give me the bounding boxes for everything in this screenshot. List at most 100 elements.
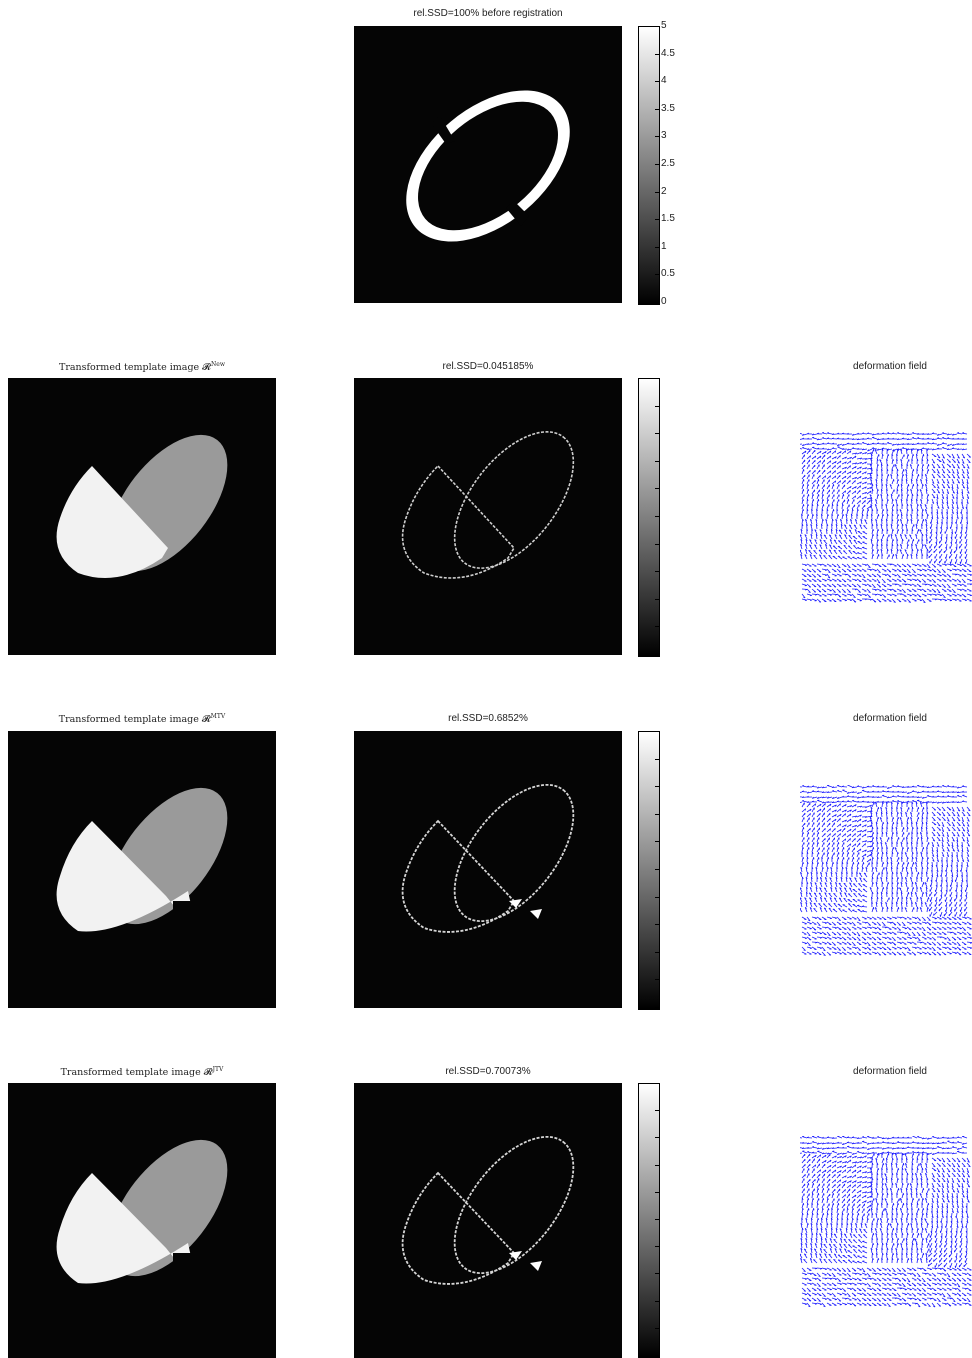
field-arrowhead — [854, 490, 857, 493]
field-arrowhead — [848, 934, 851, 936]
field-arrow — [871, 801, 878, 803]
field-arrowhead — [872, 866, 874, 870]
field-arrow — [920, 449, 923, 455]
field-arrow — [851, 443, 858, 445]
field-arrowhead — [811, 1151, 814, 1154]
field-arrow — [841, 866, 843, 873]
field-arrow — [851, 862, 854, 868]
field-arrowhead — [965, 875, 968, 878]
field-arrowhead — [877, 463, 879, 467]
field-arrow — [851, 438, 858, 440]
field-arrowhead — [929, 521, 932, 525]
field-arrowhead — [951, 1152, 954, 1155]
field-arrowhead — [837, 796, 839, 799]
field-arrow — [871, 588, 877, 591]
field-arrow — [916, 936, 921, 941]
field-arrow — [809, 554, 813, 560]
field-arrow — [940, 871, 943, 877]
field-arrow — [841, 499, 846, 505]
field-arrowhead — [926, 786, 929, 788]
field-arrowhead — [849, 450, 852, 453]
field-arrowhead — [819, 907, 822, 909]
field-arrow — [817, 786, 823, 789]
field-arrowhead — [881, 478, 883, 481]
field-arrow — [801, 796, 808, 798]
field-arrow — [911, 588, 917, 592]
field-arrow — [828, 555, 833, 560]
field-arrow — [896, 901, 898, 908]
field-arrow — [926, 907, 929, 913]
field-arrowhead — [897, 886, 899, 890]
field-arrowhead — [929, 526, 931, 529]
field-arrow — [905, 479, 908, 485]
field-arrow — [941, 816, 946, 821]
field-arrowhead — [946, 795, 950, 797]
field-arrow — [961, 593, 967, 598]
field-arrow — [811, 817, 815, 823]
field-arrowhead — [943, 819, 946, 821]
field-arrow — [900, 449, 903, 455]
field-arrowhead — [968, 461, 971, 464]
field-arrow — [949, 543, 953, 549]
field-arrowhead — [921, 458, 924, 461]
field-arrowhead — [961, 448, 964, 451]
field-arrowhead — [844, 475, 847, 479]
field-arrow — [961, 836, 965, 842]
field-arrow — [951, 851, 953, 858]
field-arrowhead — [907, 518, 909, 522]
field-arrowhead — [926, 846, 929, 849]
field-arrow — [966, 821, 970, 827]
field-arrow — [936, 921, 942, 924]
field-arrowhead — [926, 800, 929, 803]
field-arrowhead — [960, 889, 962, 893]
field-arrowhead — [951, 800, 954, 803]
residual-title-jtv: rel.SSD=0.70073% — [445, 1066, 531, 1077]
field-arrowhead — [877, 494, 879, 497]
field-arrow — [924, 504, 928, 510]
field-arrow — [896, 857, 900, 863]
field-arrow — [941, 468, 946, 474]
field-arrowhead — [946, 835, 949, 837]
field-arrowhead — [933, 581, 936, 583]
field-arrow — [951, 816, 956, 822]
field-arrow — [831, 827, 836, 833]
field-arrowhead — [938, 824, 941, 827]
field-arrow — [897, 785, 903, 788]
field-arrow — [941, 836, 944, 842]
field-arrow — [882, 1141, 888, 1144]
field-arrowhead — [865, 809, 867, 812]
field-arrow — [866, 588, 871, 593]
field-arrow — [881, 578, 886, 583]
field-arrowhead — [920, 896, 923, 899]
field-arrowhead — [946, 437, 950, 439]
field-arrow — [901, 856, 903, 863]
field-arrow — [861, 583, 867, 586]
field-arrow — [815, 534, 818, 540]
field-arrow — [946, 926, 952, 930]
field-arrowhead — [814, 544, 817, 547]
field-arrow — [941, 951, 947, 956]
field-arrowhead — [849, 599, 852, 602]
field-arrow — [827, 796, 833, 799]
field-arrow — [849, 882, 853, 888]
field-arrowhead — [819, 475, 821, 478]
field-arrow — [941, 488, 945, 494]
field-arrow — [801, 1147, 808, 1149]
field-arrow — [881, 593, 887, 598]
field-arrow — [904, 852, 908, 858]
field-arrowhead — [945, 904, 947, 908]
field-arrowhead — [829, 460, 832, 463]
field-arrow — [896, 578, 902, 582]
field-arrow — [921, 1153, 924, 1159]
field-arrow — [911, 469, 914, 475]
field-arrow — [800, 554, 803, 560]
field-arrowhead — [930, 880, 933, 883]
field-arrow — [826, 588, 832, 592]
field-arrowhead — [951, 880, 953, 883]
field-arrowhead — [891, 841, 894, 844]
field-arrowhead — [911, 841, 913, 844]
field-arrow — [961, 458, 965, 464]
field-arrow — [900, 812, 903, 818]
field-arrow — [931, 826, 936, 832]
field-arrowhead — [959, 584, 962, 586]
